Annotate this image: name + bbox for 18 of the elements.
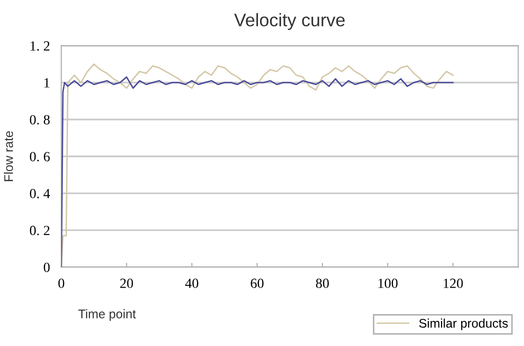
x-tick-label: 0 xyxy=(58,278,64,288)
y-tick-label: 0 xyxy=(44,262,50,272)
y-tick-label: 0. 4 xyxy=(30,188,50,198)
x-tick-label: 20 xyxy=(120,278,133,288)
y-axis-title: Flow rate xyxy=(4,131,14,182)
y-tick-label: 0. 8 xyxy=(30,115,50,124)
chart-title: Velocity curve xyxy=(234,13,345,30)
x-tick-label: 100 xyxy=(378,278,398,288)
x-tick-label: 60 xyxy=(250,278,264,288)
x-axis-title: Time point xyxy=(78,309,136,321)
x-tick-label: 120 xyxy=(444,278,463,288)
y-tick-label: 1 xyxy=(44,78,50,88)
x-tick-label: 80 xyxy=(316,278,329,288)
y-tick-label: 0. 2 xyxy=(30,226,50,236)
y-tick-label: 0. 6 xyxy=(30,152,50,162)
legend-label: Similar products xyxy=(419,318,508,330)
y-tick-label: 1. 2 xyxy=(30,41,50,51)
x-tick-label: 40 xyxy=(185,278,198,288)
